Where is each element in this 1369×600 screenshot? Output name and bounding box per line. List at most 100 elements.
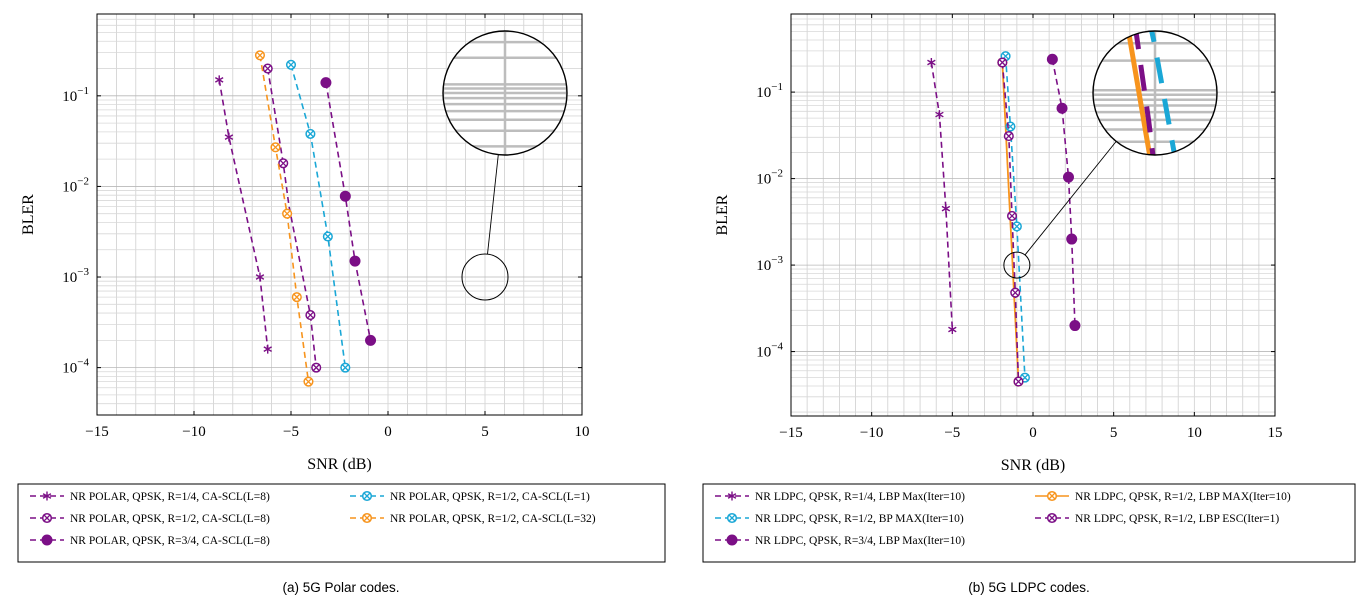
series-line: [218, 79, 269, 350]
x-tick-label: −10: [860, 425, 883, 441]
series-marker: [726, 534, 738, 546]
x-tick-label: −10: [182, 424, 205, 440]
grid: [96, 13, 583, 416]
chart-panel-b: −15 −10 −5 0 5 10 15 10−1 10−2 10−3 10−4 SNR (dB) BL…: [702, 0, 1369, 595]
chart-panel-a: −15 −10 −5 0 5 10 10−1 10−2 10−3 10−4 SNR (dB) BLER…: [0, 0, 666, 595]
series-marker-cross: [293, 293, 301, 301]
series-marker: [935, 110, 944, 120]
legend-label: NR POLAR, QPSK, R=1/4, CA-SCL(L=8): [70, 491, 270, 503]
legend-label: NR POLAR, QPSK, R=1/2, CA-SCL(L=32): [390, 513, 596, 525]
y-tick-label: 10−3: [62, 266, 89, 286]
series-marker-cross: [363, 492, 371, 500]
x-tick-label: 0: [1029, 425, 1037, 441]
legend-label: NR POLAR, QPSK, R=3/4, CA-SCL(L=8): [70, 535, 270, 547]
series-marker: [1066, 233, 1078, 245]
zoom-series-line: [1291, 0, 1369, 159]
series-marker: [41, 534, 53, 546]
legend: NR POLAR, QPSK, R=1/4, CA-SCL(L=8) NR POL…: [17, 483, 666, 563]
series-marker-cross: [1005, 132, 1013, 140]
series-marker-cross: [283, 210, 291, 218]
x-tick-label: 0: [384, 424, 392, 440]
series-marker: [1062, 171, 1074, 183]
legend-label: NR LDPC, QPSK, R=1/2, BP MAX(Iter=10): [755, 513, 964, 525]
legend-label: NR LDPC, QPSK, R=1/2, LBP ESC(Iter=1): [1075, 513, 1279, 525]
legend-label: NR LDPC, QPSK, R=1/2, LBP MAX(Iter=10): [1075, 491, 1291, 503]
zoom-series-line: [1096, 31, 1164, 155]
legend-label: NR POLAR, QPSK, R=1/2, CA-SCL(L=1): [390, 491, 590, 503]
series-marker: [727, 491, 737, 501]
legend-label: NR LDPC, QPSK, R=3/4, LBP Max(Iter=10): [755, 535, 965, 547]
series-marker: [214, 75, 224, 85]
zoom-connector: [487, 154, 499, 255]
series-marker-cross: [272, 143, 279, 151]
legend-box: [17, 483, 666, 563]
zoom-series-line: [0, 0, 139, 146]
series-marker-cross: [305, 378, 312, 386]
series-marker-cross: [341, 364, 349, 372]
y-tick-label: 10−1: [756, 81, 783, 101]
x-tick-label: 15: [1268, 425, 1283, 441]
series-marker-cross: [264, 65, 272, 73]
zoom-series-line: [0, 0, 59, 173]
series-line: [1051, 59, 1076, 326]
y-tick-label: 10−2: [756, 168, 783, 188]
series-marker-cross: [324, 233, 332, 240]
legend-box: [702, 483, 1356, 563]
y-tick-label: 10−3: [756, 254, 783, 274]
series-marker: [1046, 53, 1058, 65]
y-axis-label: BLER: [714, 194, 731, 235]
series-marker-cross: [728, 514, 736, 522]
x-tick-label: 5: [1110, 425, 1118, 441]
series-marker: [1056, 102, 1068, 114]
y-tick-label: 10−4: [62, 357, 89, 377]
y-tick-label: 10−1: [62, 85, 89, 105]
series-marker-cross: [43, 514, 51, 522]
series-marker: [1069, 320, 1081, 332]
x-axis-label: SNR (dB): [1001, 457, 1065, 474]
series-marker-cross: [1015, 378, 1022, 386]
series-group: [214, 50, 377, 387]
series-line: [930, 62, 954, 330]
legend-label: NR LDPC, QPSK, R=1/4, LBP Max(Iter=10): [755, 491, 965, 503]
series-line: [1004, 56, 1026, 378]
series-line: [1001, 62, 1020, 382]
series-marker: [320, 77, 332, 89]
x-tick-label: −15: [85, 424, 108, 440]
x-tick-label: 5: [481, 424, 489, 440]
series-marker: [948, 325, 957, 335]
plot-frame: [96, 13, 583, 416]
legend-label: NR POLAR, QPSK, R=1/2, CA-SCL(L=8): [70, 513, 270, 525]
x-tick-label: 10: [1187, 425, 1202, 441]
x-tick-label: −5: [283, 424, 299, 440]
series-group: [927, 51, 1081, 387]
series-line: [290, 64, 347, 368]
series-marker-cross: [1011, 289, 1019, 297]
series-marker: [255, 272, 265, 282]
series-marker-cross: [1048, 492, 1056, 500]
figure-caption: (a) 5G Polar codes.: [282, 580, 399, 595]
series-marker: [339, 190, 351, 202]
series-marker-cross: [306, 130, 314, 138]
series-marker: [941, 204, 951, 214]
x-tick-label: 10: [575, 424, 590, 440]
x-tick-label: −15: [779, 425, 802, 441]
series-marker: [365, 334, 377, 346]
y-tick-label: 10−2: [62, 175, 89, 195]
series-marker: [927, 57, 936, 67]
zoom-connector: [1024, 141, 1117, 256]
series-marker: [349, 255, 361, 267]
zoom-source-circle: [461, 253, 509, 301]
y-axis-label: BLER: [20, 194, 37, 235]
series-line: [266, 68, 318, 368]
figure-caption: (b) 5G LDPC codes.: [968, 580, 1090, 595]
series-marker-cross: [1013, 222, 1021, 230]
series-marker: [42, 491, 52, 501]
series-line: [325, 82, 372, 341]
series-marker-cross: [306, 311, 314, 319]
series-marker-cross: [1048, 514, 1056, 522]
series-marker-cross: [279, 159, 287, 167]
x-tick-label: −5: [944, 425, 960, 441]
zoom-inset-border: [442, 30, 568, 156]
series-marker-cross: [998, 59, 1006, 66]
